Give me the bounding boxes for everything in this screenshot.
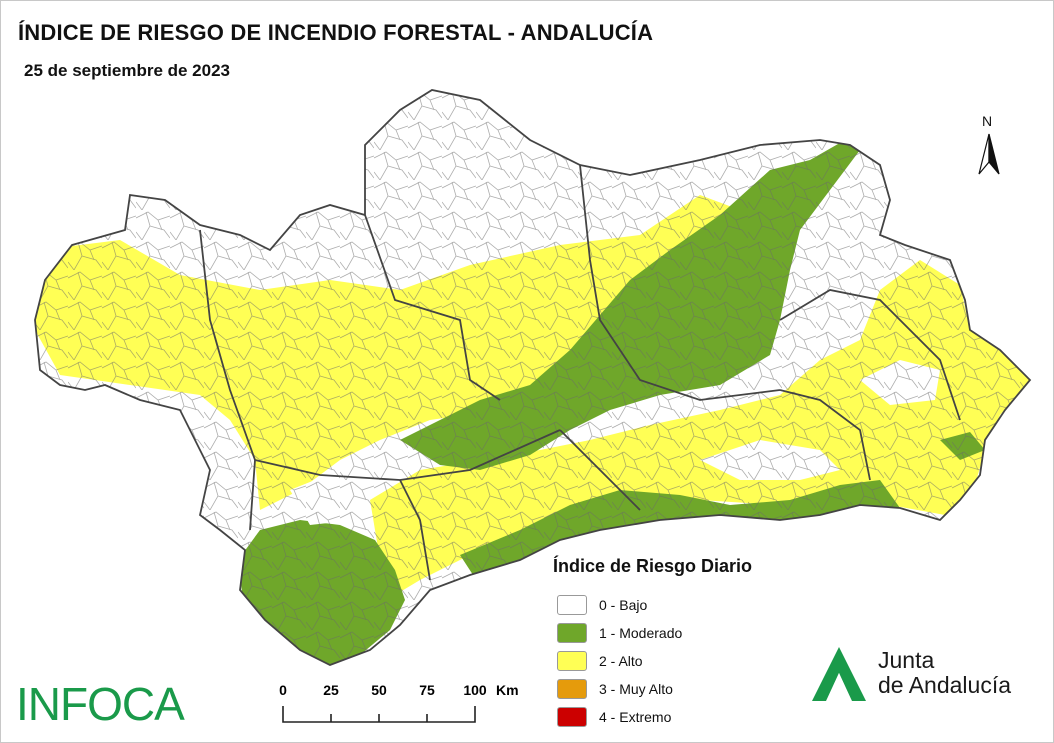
scale-bar: 0 25 50 75 100 Km — [279, 682, 519, 723]
legend-swatch-low — [557, 595, 587, 615]
scale-tick-25: 25 — [323, 682, 339, 698]
map-date: 25 de septiembre de 2023 — [24, 61, 231, 80]
infoca-logo: INFOCA — [16, 678, 185, 730]
legend-item-high: 2 - Alto — [553, 647, 752, 675]
province-boundaries — [199, 164, 961, 581]
legend-label-very-high: 3 - Muy Alto — [599, 681, 673, 697]
legend-label-high: 2 - Alto — [599, 653, 643, 669]
legend-item-very-high: 3 - Muy Alto — [553, 675, 752, 703]
north-label: N — [982, 113, 993, 129]
legend-label-moderate: 1 - Moderado — [599, 625, 683, 641]
junta-andalucia-wordmark: Junta de Andalucía — [878, 648, 1011, 698]
legend-swatch-very-high — [557, 679, 587, 699]
scale-tick-0: 0 — [279, 682, 287, 698]
legend-swatch-moderate — [557, 623, 587, 643]
legend-label-extreme: 4 - Extremo — [599, 709, 672, 725]
scale-tick-50: 50 — [371, 682, 387, 698]
junta-line-2: de Andalucía — [878, 672, 1012, 698]
north-arrow-icon — [978, 133, 1000, 175]
legend-swatch-extreme — [557, 707, 587, 727]
scale-line — [282, 706, 476, 723]
legend: Índice de Riesgo Diario 0 - Bajo 1 - Mod… — [553, 556, 752, 731]
junta-andalucia-logo-icon — [812, 647, 866, 701]
scale-unit: Km — [496, 682, 519, 698]
legend-title: Índice de Riesgo Diario — [553, 556, 753, 576]
legend-item-moderate: 1 - Moderado — [553, 619, 752, 647]
legend-label-low: 0 - Bajo — [599, 597, 648, 613]
scale-tick-75: 75 — [419, 682, 435, 698]
legend-item-extreme: 4 - Extremo — [553, 703, 752, 731]
legend-swatch-high — [557, 651, 587, 671]
map-title: ÍNDICE DE RIESGO DE INCENDIO FORESTAL - … — [18, 20, 654, 45]
scale-tick-100: 100 — [463, 682, 487, 698]
legend-item-low: 0 - Bajo — [553, 591, 752, 619]
junta-line-1: Junta — [878, 647, 935, 673]
